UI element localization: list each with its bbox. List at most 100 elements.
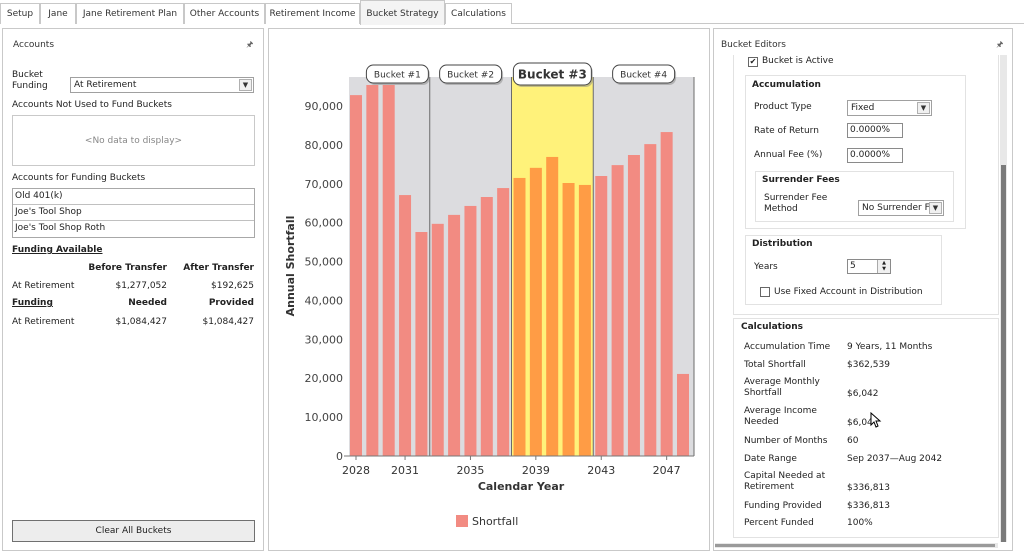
chevron-down-icon[interactable]: ▼ xyxy=(239,79,252,91)
product-type-select[interactable]: Fixed ▼ xyxy=(847,100,932,116)
not-used-accounts-list[interactable]: <No data to display> xyxy=(12,115,255,166)
rate-of-return-input[interactable]: 0.0000% xyxy=(847,123,903,138)
calc-label: Accumulation Time xyxy=(744,342,831,352)
bar-2043[interactable] xyxy=(595,176,608,456)
bucket-label-text: Bucket #4 xyxy=(620,71,667,81)
pin-icon[interactable]: 🖈 xyxy=(246,40,254,49)
tab-jane[interactable]: Jane xyxy=(40,3,76,24)
tab-jane-retirement-plan[interactable]: Jane Retirement Plan xyxy=(76,3,184,24)
bar-2036[interactable] xyxy=(480,197,493,456)
funding-accounts-label: Accounts for Funding Buckets xyxy=(12,173,146,183)
distribution-heading: Distribution xyxy=(752,239,813,249)
calc-value: $6,042 xyxy=(847,389,879,399)
horizontal-scrollbar[interactable] xyxy=(715,543,998,548)
bucket-funding-select[interactable]: At Retirement ▼ xyxy=(70,77,254,93)
bar-2039[interactable] xyxy=(529,167,542,457)
tab-bar: Setup Jane Jane Retirement Plan Other Ac… xyxy=(0,0,1024,25)
clear-all-buckets-button[interactable]: Clear All Buckets xyxy=(12,520,255,542)
bar-2032[interactable] xyxy=(415,232,428,456)
funding-available-row-label: At Retirement xyxy=(12,281,75,291)
calc-value: $6,04 xyxy=(847,418,873,428)
bar-2037[interactable] xyxy=(497,188,510,457)
bucket-label-4[interactable]: Bucket #4 xyxy=(612,64,677,85)
bucket-funding-label-line2: Funding xyxy=(12,81,48,91)
y-tick-label: 60,000 xyxy=(305,217,344,230)
vertical-scrollbar-thumb[interactable] xyxy=(1001,165,1006,542)
list-item[interactable]: Joe's Tool Shop Roth xyxy=(15,223,106,233)
calc-value: 100% xyxy=(847,518,873,528)
bar-2045[interactable] xyxy=(627,155,640,456)
chevron-down-icon[interactable]: ▼ xyxy=(917,102,930,114)
bar-2034[interactable] xyxy=(448,214,461,456)
bar-2033[interactable] xyxy=(431,223,444,456)
bar-2040[interactable] xyxy=(546,156,559,456)
calc-label-line2: Retirement xyxy=(744,482,794,492)
tab-other-accounts[interactable]: Other Accounts xyxy=(184,3,265,24)
tab-setup[interactable]: Setup xyxy=(0,3,40,24)
calc-label: Total Shortfall xyxy=(744,360,806,370)
calc-label: Funding Provided xyxy=(744,501,822,511)
bucket-active-checkbox[interactable]: ✔ xyxy=(748,57,758,67)
calc-value: $336,813 xyxy=(847,483,890,493)
bar-2047[interactable] xyxy=(660,132,673,457)
bar-2035[interactable] xyxy=(464,205,477,456)
bar-2041[interactable] xyxy=(562,183,575,456)
surrender-method-label-line2: Method xyxy=(764,204,798,214)
rate-of-return-label: Rate of Return xyxy=(754,126,819,136)
bucket-editors-title: Bucket Editors xyxy=(721,40,786,50)
x-tick-label: 2028 xyxy=(342,464,370,477)
bar-2044[interactable] xyxy=(611,165,624,456)
provided-header: Provided xyxy=(208,298,254,308)
use-fixed-account-checkbox[interactable] xyxy=(760,287,770,297)
list-item[interactable]: Joe's Tool Shop xyxy=(13,205,254,221)
pin-icon[interactable]: 🖈 xyxy=(996,40,1004,49)
provided-value: $1,084,427 xyxy=(202,317,254,327)
x-axis-title: Calendar Year xyxy=(478,480,565,493)
bucket-active-label: Bucket is Active xyxy=(762,56,834,66)
y-tick-label: 30,000 xyxy=(305,333,344,346)
after-transfer-header: After Transfer xyxy=(183,263,254,273)
tab-bucket-strategy[interactable]: Bucket Strategy xyxy=(360,0,445,25)
bar-2031[interactable] xyxy=(399,195,412,457)
spin-up-icon[interactable]: ▲ xyxy=(882,260,886,266)
bar-2030[interactable] xyxy=(382,85,395,456)
surrender-method-label-line1: Surrender Fee xyxy=(764,193,828,203)
spin-down-icon[interactable]: ▼ xyxy=(882,266,886,272)
calc-label-line1: Average Monthly xyxy=(744,377,820,387)
annual-fee-input[interactable]: 0.0000% xyxy=(847,148,903,163)
bar-2029[interactable] xyxy=(366,85,379,456)
bar-2042[interactable] xyxy=(578,184,591,456)
bucket-label-1[interactable]: Bucket #1 xyxy=(365,64,430,85)
calculations-heading: Calculations xyxy=(741,322,803,332)
bucket-label-3[interactable]: Bucket #3 xyxy=(512,62,593,87)
funding-available-heading: Funding Available xyxy=(12,245,103,255)
bucket-label-box xyxy=(612,64,676,84)
after-transfer-value: $192,625 xyxy=(211,281,254,291)
y-tick-label: 10,000 xyxy=(305,411,344,424)
horizontal-scrollbar-thumb[interactable] xyxy=(715,544,995,547)
x-tick-label: 2031 xyxy=(391,464,419,477)
shortfall-chart: Bucket #1 Bucket #2 Bucket #3 Bucket #4 0 10… xyxy=(284,62,695,528)
y-tick-label: 90,000 xyxy=(305,100,344,113)
bucket-label-2[interactable]: Bucket #2 xyxy=(439,64,504,85)
years-stepper[interactable]: 5 ▲ ▼ xyxy=(847,259,891,274)
tab-retirement-income[interactable]: Retirement Income xyxy=(265,3,360,24)
calc-label: Average Monthly Shortfall xyxy=(744,377,820,399)
x-tick-label: 2047 xyxy=(653,464,681,477)
bucket-label-box xyxy=(439,64,503,84)
bar-2038[interactable] xyxy=(513,177,526,456)
bar-2028[interactable] xyxy=(350,95,362,456)
y-tick-label: 70,000 xyxy=(305,178,344,191)
surrender-method-select[interactable]: No Surrender F ▼ xyxy=(858,200,944,216)
bucket-label-text: Bucket #3 xyxy=(518,68,587,82)
legend-label: Shortfall xyxy=(472,515,518,528)
bucket-label-text: Bucket #1 xyxy=(374,71,421,81)
bar-2048[interactable] xyxy=(677,373,689,456)
chevron-down-icon[interactable]: ▼ xyxy=(929,202,942,214)
tab-calculations[interactable]: Calculations xyxy=(445,3,512,24)
vertical-scrollbar[interactable] xyxy=(1000,55,1007,542)
list-item[interactable]: Old 401(k) xyxy=(13,189,254,205)
bar-2046[interactable] xyxy=(644,144,657,456)
spin-buttons[interactable]: ▲ ▼ xyxy=(877,260,890,273)
calc-value: Sep 2037—Aug 2042 xyxy=(847,454,943,464)
